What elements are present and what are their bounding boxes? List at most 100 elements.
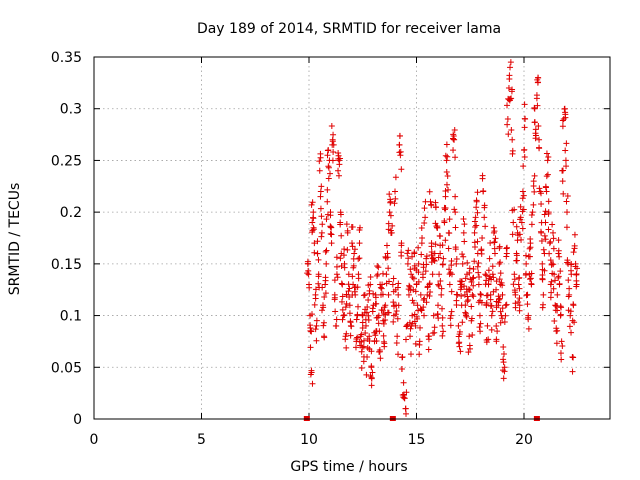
data-point — [402, 405, 409, 412]
data-point — [329, 141, 336, 148]
data-point — [353, 335, 360, 342]
data-point — [403, 410, 410, 417]
data-point — [309, 199, 316, 206]
data-point — [446, 266, 453, 273]
data-point — [348, 224, 355, 231]
data-point — [428, 201, 435, 208]
data-point — [459, 251, 466, 258]
data-point — [502, 312, 509, 319]
data-point — [549, 221, 556, 228]
x-tick-label: 0 — [90, 432, 99, 448]
data-point — [314, 238, 321, 245]
data-point — [328, 122, 335, 129]
data-point — [414, 302, 421, 309]
data-point — [477, 328, 484, 335]
data-point — [322, 290, 329, 297]
data-point — [403, 323, 410, 330]
data-point — [439, 242, 446, 249]
data-point — [550, 229, 557, 236]
data-point — [460, 229, 467, 236]
data-point — [384, 254, 391, 261]
data-point — [546, 240, 553, 247]
data-point — [355, 303, 362, 310]
data-point — [311, 249, 318, 256]
data-point — [344, 246, 351, 253]
data-point — [483, 272, 490, 279]
data-point — [563, 198, 570, 205]
data-point — [373, 300, 380, 307]
data-point — [568, 261, 575, 268]
data-point — [356, 255, 363, 262]
data-point — [331, 294, 338, 301]
data-point — [333, 322, 340, 329]
data-point — [535, 79, 542, 86]
data-point — [545, 210, 552, 217]
data-point — [497, 259, 504, 266]
y-tick-label: 0.2 — [60, 205, 82, 221]
data-point — [571, 319, 578, 326]
data-point — [472, 214, 479, 221]
data-point — [403, 389, 410, 396]
data-point — [462, 302, 469, 309]
data-point — [470, 266, 477, 273]
data-point — [363, 309, 370, 316]
data-point — [559, 343, 566, 350]
data-point — [327, 230, 334, 237]
data-point — [511, 271, 518, 278]
data-point — [516, 302, 523, 309]
data-point — [530, 182, 537, 189]
data-point — [360, 292, 367, 299]
data-point — [545, 226, 552, 233]
data-point — [383, 242, 390, 249]
data-point — [395, 302, 402, 309]
data-point — [528, 280, 535, 287]
data-point — [406, 319, 413, 326]
data-point — [379, 291, 386, 298]
data-point — [478, 291, 484, 298]
data-point — [515, 298, 522, 305]
data-point — [461, 238, 468, 245]
data-point — [474, 189, 481, 196]
data-point — [509, 136, 516, 143]
data-point — [325, 163, 332, 170]
data-point — [448, 288, 455, 295]
data-point — [342, 336, 349, 343]
data-point — [511, 276, 518, 283]
data-point — [437, 233, 444, 240]
data-point — [409, 312, 416, 319]
data-point — [339, 306, 346, 313]
data-point — [524, 291, 531, 298]
data-point — [519, 225, 526, 232]
data-point — [343, 300, 350, 307]
data-point — [536, 144, 543, 151]
data-point — [500, 356, 507, 363]
data-point — [323, 260, 330, 267]
data-point — [395, 280, 402, 287]
data-point — [468, 279, 475, 286]
data-point — [452, 193, 459, 200]
data-point — [515, 281, 522, 288]
data-point — [432, 241, 439, 248]
data-point — [432, 204, 439, 211]
data-point — [376, 346, 383, 353]
data-point — [355, 255, 362, 262]
data-point — [434, 223, 441, 230]
data-point — [573, 283, 580, 290]
data-point — [346, 310, 353, 317]
data-point — [318, 213, 325, 220]
data-point — [509, 231, 516, 238]
data-point — [396, 132, 403, 139]
data-point — [566, 285, 573, 292]
data-point — [497, 270, 504, 277]
data-point — [499, 305, 506, 312]
data-point — [380, 270, 387, 277]
data-point — [484, 292, 491, 299]
data-point — [442, 152, 449, 159]
data-point — [409, 274, 416, 281]
data-point — [510, 281, 517, 288]
data-point — [543, 188, 550, 195]
data-point — [329, 157, 336, 164]
data-point — [508, 88, 515, 95]
data-point — [508, 127, 515, 134]
data-point — [541, 267, 548, 274]
